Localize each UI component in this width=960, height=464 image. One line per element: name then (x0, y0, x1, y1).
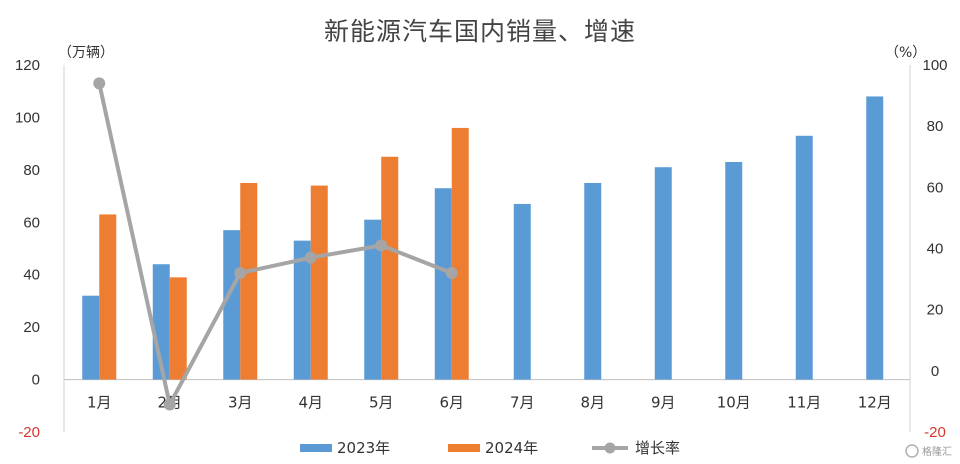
right-axis-unit: （%） (885, 45, 926, 61)
growth-rate-point (445, 266, 458, 279)
bar-2024 (451, 127, 469, 380)
category-label: 8月 (580, 394, 605, 412)
bar-2023 (725, 161, 743, 380)
left-tick-label: 40 (23, 267, 40, 284)
chart-title: 新能源汽车国内销量、增速 (324, 17, 636, 46)
left-tick-label: -20 (18, 424, 40, 441)
bar-2023 (795, 135, 813, 380)
right-tick-label: 40 (927, 241, 944, 258)
watermark-logo-icon (905, 444, 919, 458)
category-label: 1月 (87, 394, 112, 412)
bar-2023 (584, 182, 602, 380)
legend-swatch-2024 (448, 444, 480, 452)
bar-2023 (654, 167, 672, 380)
legend-label-2024: 2024年 (485, 439, 538, 457)
category-label: 5月 (369, 394, 394, 412)
watermark: 格隆汇 (905, 444, 952, 458)
bar-2023 (364, 219, 382, 380)
growth-rate-point (163, 398, 176, 411)
bar-2023 (293, 240, 311, 380)
left-tick-label: 100 (15, 109, 40, 126)
bar-2023 (434, 188, 452, 380)
bar-2023 (223, 230, 241, 380)
category-label: 9月 (651, 394, 676, 412)
left-axis-unit: （万辆） (58, 45, 114, 61)
right-tick-label: 100 (922, 57, 947, 74)
left-tick-label: 80 (23, 162, 40, 179)
axes: -20020406080100120-200204060801001月2月3月4… (15, 57, 948, 441)
legend: 2023年 2024年 增长率 (300, 439, 680, 457)
bar-2024 (240, 182, 258, 380)
growth-rate-point (375, 239, 388, 252)
category-label: 10月 (717, 394, 751, 412)
category-label: 6月 (439, 394, 464, 412)
bar-2023 (82, 295, 100, 380)
left-tick-label: 20 (23, 319, 40, 336)
growth-rate-point (304, 251, 317, 264)
watermark-text: 格隆汇 (922, 445, 952, 458)
growth-rate-point (93, 77, 106, 90)
left-tick-label: 60 (23, 214, 40, 231)
bar-2023 (866, 96, 884, 380)
legend-label-growth: 增长率 (635, 439, 680, 457)
bar-2023 (513, 203, 531, 380)
right-tick-label: 20 (927, 302, 944, 319)
bar-2024 (169, 277, 187, 380)
left-tick-label: 120 (15, 57, 40, 74)
legend-label-2023: 2023年 (337, 439, 390, 457)
category-label: 3月 (228, 394, 253, 412)
growth-rate-line (97, 82, 453, 407)
category-label: 12月 (858, 394, 892, 412)
category-label: 11月 (787, 394, 821, 412)
legend-marker-growth (604, 442, 616, 454)
left-tick-label: 0 (32, 372, 40, 389)
legend-swatch-2023 (300, 444, 332, 452)
right-tick-label: 0 (931, 363, 939, 380)
bar-2024 (310, 185, 328, 380)
right-tick-label: 80 (927, 118, 944, 135)
growth-line (93, 77, 458, 411)
bars (82, 96, 884, 380)
category-label: 7月 (510, 394, 535, 412)
right-tick-label: -20 (924, 424, 946, 441)
growth-rate-point (234, 266, 247, 279)
bar-2024 (381, 156, 399, 380)
right-tick-label: 60 (927, 179, 944, 196)
bar-2024 (99, 214, 117, 380)
category-label: 4月 (298, 394, 323, 412)
